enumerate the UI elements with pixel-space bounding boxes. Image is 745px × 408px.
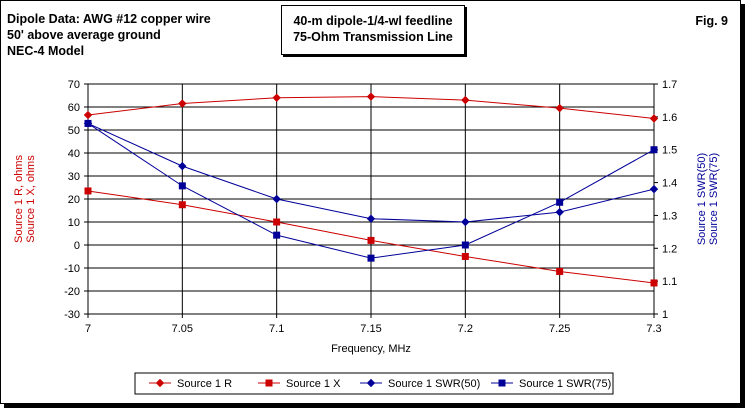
data-point-diamond bbox=[461, 217, 470, 227]
legend-label: Source 1 X bbox=[286, 378, 341, 390]
data-point-diamond bbox=[178, 161, 187, 171]
chart-title-line-1: 40-m dipole-1/4-wl feedline bbox=[293, 14, 453, 28]
data-point-square bbox=[178, 182, 186, 190]
right-axis-tick-label: 1.3 bbox=[662, 210, 677, 222]
data-point-square bbox=[84, 187, 92, 195]
right-axis-tick-label: 1.1 bbox=[662, 276, 677, 288]
x-axis-title: Frequency, MHz bbox=[331, 343, 411, 355]
right-axis-tick-label: 1.6 bbox=[662, 112, 677, 124]
left-axis-title: Source 1 R, ohms bbox=[13, 154, 25, 243]
left-axis-tick-label: 10 bbox=[68, 217, 80, 229]
x-axis-tick-label: 7.2 bbox=[458, 323, 473, 335]
x-axis-tick-label: 7.3 bbox=[646, 323, 661, 335]
legend-label: Source 1 R bbox=[177, 378, 232, 390]
data-point-square bbox=[556, 267, 564, 275]
data-point-square bbox=[650, 146, 658, 154]
right-axis-tick-label: 1.7 bbox=[662, 79, 677, 91]
x-axis-tick-label: 7 bbox=[85, 323, 91, 335]
left-axis-tick-label: 20 bbox=[68, 194, 80, 206]
plot-border bbox=[87, 83, 655, 315]
left-axis-tick-label: 50 bbox=[68, 125, 80, 137]
right-axis-title: Source 1 SWR(75) bbox=[708, 153, 720, 245]
data-point-square bbox=[461, 241, 469, 249]
legend: Source 1 R Source 1 X Source 1 SWR(50) Sour… bbox=[134, 372, 614, 395]
data-point-square bbox=[178, 201, 186, 209]
left-axis-tick-label: 0 bbox=[74, 240, 80, 252]
left-axis-tick-label: 30 bbox=[68, 171, 80, 183]
data-point-square bbox=[367, 236, 375, 244]
left-axis-tick-label: -10 bbox=[64, 263, 80, 275]
figure-label: Fig. 9 bbox=[695, 14, 728, 28]
right-axis-tick-label: 1.5 bbox=[662, 145, 677, 157]
left-axis-title: Source 1 X, ohms bbox=[25, 155, 37, 243]
series-source-1-x bbox=[84, 187, 658, 287]
data-point-diamond bbox=[649, 114, 659, 123]
data-point-diamond bbox=[461, 95, 470, 105]
right-axis-title: Source 1 SWR(50) bbox=[696, 153, 708, 245]
x-axis-tick-label: 7.05 bbox=[172, 323, 193, 335]
data-point-diamond bbox=[366, 378, 376, 388]
x-axis-tick-label: 7.15 bbox=[360, 323, 381, 335]
data-point-square bbox=[650, 279, 658, 287]
data-point-diamond bbox=[83, 110, 93, 120]
left-axis-tick-label: -30 bbox=[64, 309, 80, 321]
header-line-3: NEC-4 Model bbox=[7, 44, 85, 58]
series-source-1-r bbox=[83, 92, 659, 123]
data-point-diamond bbox=[649, 184, 659, 194]
data-point-square bbox=[367, 254, 375, 262]
data-point-square bbox=[273, 218, 281, 226]
data-point-diamond bbox=[366, 92, 376, 101]
right-axis-tick-label: 1.2 bbox=[662, 243, 677, 255]
x-axis-tick-label: 7.25 bbox=[549, 323, 570, 335]
right-axis-tick-label: 1.4 bbox=[662, 178, 677, 190]
legend-label: Source 1 SWR(75) bbox=[519, 378, 611, 390]
data-point-diamond bbox=[272, 194, 281, 204]
data-point-diamond bbox=[155, 378, 165, 388]
series-source-1-swr-75- bbox=[84, 119, 658, 262]
data-point-diamond bbox=[555, 103, 564, 113]
x-axis-tick-label: 7.1 bbox=[269, 323, 284, 335]
chart-title-box: 40-m dipole-1/4-wl feedline 75-Ohm Trans… bbox=[281, 5, 465, 55]
left-axis-tick-label: -20 bbox=[64, 286, 80, 298]
data-point-square bbox=[461, 253, 469, 260]
data-point-square bbox=[273, 231, 281, 239]
data-point-square bbox=[556, 198, 564, 206]
data-point-diamond bbox=[178, 99, 187, 108]
left-axis-tick-label: 60 bbox=[68, 102, 80, 114]
legend-label: Source 1 SWR(50) bbox=[388, 378, 480, 390]
data-point-square bbox=[265, 379, 273, 387]
data-point-diamond bbox=[555, 207, 564, 217]
chart-title-line-2: 75-Ohm Transmission Line bbox=[293, 30, 453, 44]
right-axis-tick-label: 1 bbox=[662, 309, 668, 321]
data-point-square bbox=[84, 119, 92, 127]
data-point-diamond bbox=[272, 93, 281, 103]
data-point-diamond bbox=[366, 214, 376, 223]
chart-svg: 70 60 50 40 30 20 10 0 -10 -20 -30 7 7.05 7.1 7.15 7.2 7… bbox=[13, 79, 720, 395]
series-source-1-swr-50- bbox=[83, 119, 659, 227]
header-line-1: Dipole Data: AWG #12 copper wire bbox=[7, 12, 211, 26]
header-line-2: 50' above average ground bbox=[7, 28, 161, 42]
left-axis-tick-label: 70 bbox=[68, 79, 80, 91]
data-point-square bbox=[498, 379, 506, 387]
left-axis-tick-label: 40 bbox=[68, 148, 80, 160]
